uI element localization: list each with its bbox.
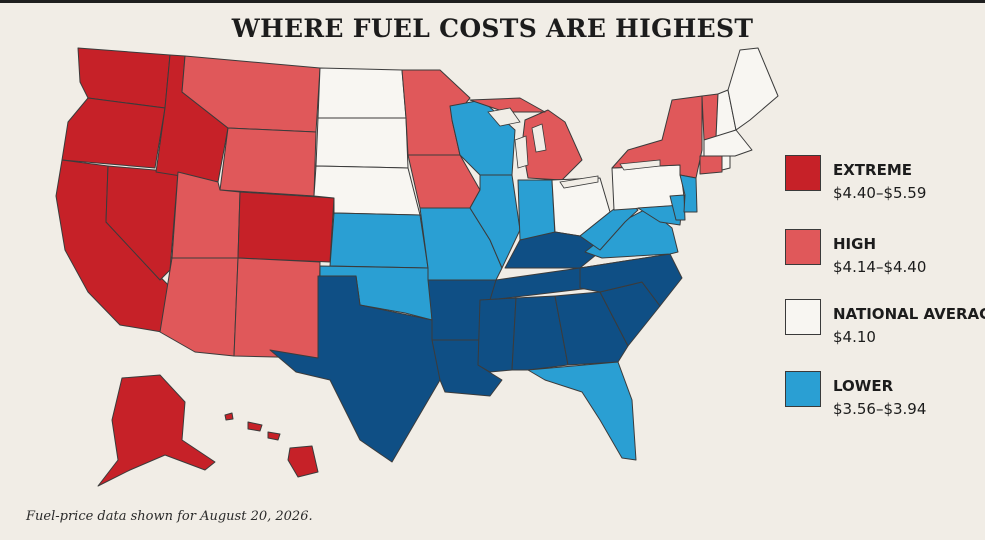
top-rule bbox=[0, 0, 985, 3]
legend-range-extreme: $4.40–$5.59 bbox=[833, 184, 927, 202]
legend-swatch-average bbox=[785, 299, 821, 335]
legend-range-high: $4.14–$4.40 bbox=[833, 258, 927, 276]
state-md bbox=[637, 204, 683, 226]
footnote: Fuel-price data shown for August 20, 202… bbox=[26, 509, 313, 524]
great-lake-2 bbox=[514, 135, 529, 169]
state-nm bbox=[233, 257, 321, 359]
legend-label-average: NATIONAL AVERAGE bbox=[833, 305, 985, 323]
legend-label-high: HIGH bbox=[833, 235, 877, 253]
state-wv bbox=[579, 199, 639, 251]
legend-label-extreme: EXTREME bbox=[833, 161, 913, 179]
state-mi-part-1 bbox=[521, 109, 583, 181]
state-or bbox=[61, 97, 166, 169]
great-lake-3 bbox=[531, 123, 547, 153]
state-wy bbox=[219, 127, 317, 197]
great-lake-1 bbox=[487, 107, 521, 127]
state-in bbox=[517, 179, 556, 241]
state-ms bbox=[477, 297, 517, 373]
state-hi-part-3 bbox=[267, 431, 281, 441]
state-co bbox=[237, 191, 335, 263]
state-az bbox=[159, 257, 239, 357]
state-ak bbox=[97, 374, 216, 487]
state-de bbox=[669, 194, 686, 221]
map-title: WHERE FUEL COSTS ARE HIGHEST bbox=[231, 14, 754, 43]
state-fl bbox=[527, 361, 637, 461]
state-nc bbox=[579, 253, 683, 307]
state-sd bbox=[315, 117, 409, 169]
state-ny bbox=[611, 95, 703, 179]
legend-swatch-lower bbox=[785, 371, 821, 407]
state-ct bbox=[699, 155, 723, 175]
state-tx bbox=[269, 275, 441, 463]
state-il bbox=[469, 174, 521, 269]
state-ks bbox=[329, 212, 429, 269]
legend-range-lower: $3.56–$3.94 bbox=[833, 400, 927, 418]
state-ga bbox=[554, 291, 629, 366]
great-lake-4 bbox=[559, 175, 599, 189]
state-hi-part-1 bbox=[224, 412, 234, 421]
state-ri bbox=[721, 155, 731, 171]
legend-range-average: $4.10 bbox=[833, 328, 876, 346]
state-nd bbox=[317, 67, 407, 119]
state-hi-part-4 bbox=[287, 445, 319, 478]
state-mi-part-2 bbox=[469, 97, 546, 113]
legend-swatch-extreme bbox=[785, 155, 821, 191]
legend-swatch-high bbox=[785, 229, 821, 265]
state-vt bbox=[701, 93, 719, 141]
great-lake-5 bbox=[619, 159, 661, 171]
state-me bbox=[727, 47, 779, 131]
legend-label-lower: LOWER bbox=[833, 377, 894, 395]
state-ma bbox=[703, 129, 753, 157]
state-al bbox=[511, 295, 569, 371]
state-hi-part-2 bbox=[247, 421, 263, 432]
state-nj bbox=[679, 174, 698, 213]
